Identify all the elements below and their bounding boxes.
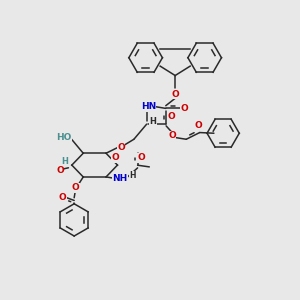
Text: H: H <box>149 117 156 126</box>
Text: O: O <box>112 153 119 162</box>
Text: O: O <box>194 121 202 130</box>
Text: HN: HN <box>141 102 156 111</box>
Text: O: O <box>138 153 146 162</box>
Text: O: O <box>56 166 64 175</box>
Text: O: O <box>59 193 67 202</box>
Text: O: O <box>117 143 125 152</box>
Text: O: O <box>72 183 80 192</box>
Text: H: H <box>62 157 69 166</box>
Text: O: O <box>171 90 179 99</box>
Text: O: O <box>168 131 176 140</box>
Text: O: O <box>180 104 188 113</box>
Text: O: O <box>167 112 175 121</box>
Text: HO: HO <box>56 133 72 142</box>
Text: NH: NH <box>112 174 128 183</box>
Text: H: H <box>130 171 136 180</box>
